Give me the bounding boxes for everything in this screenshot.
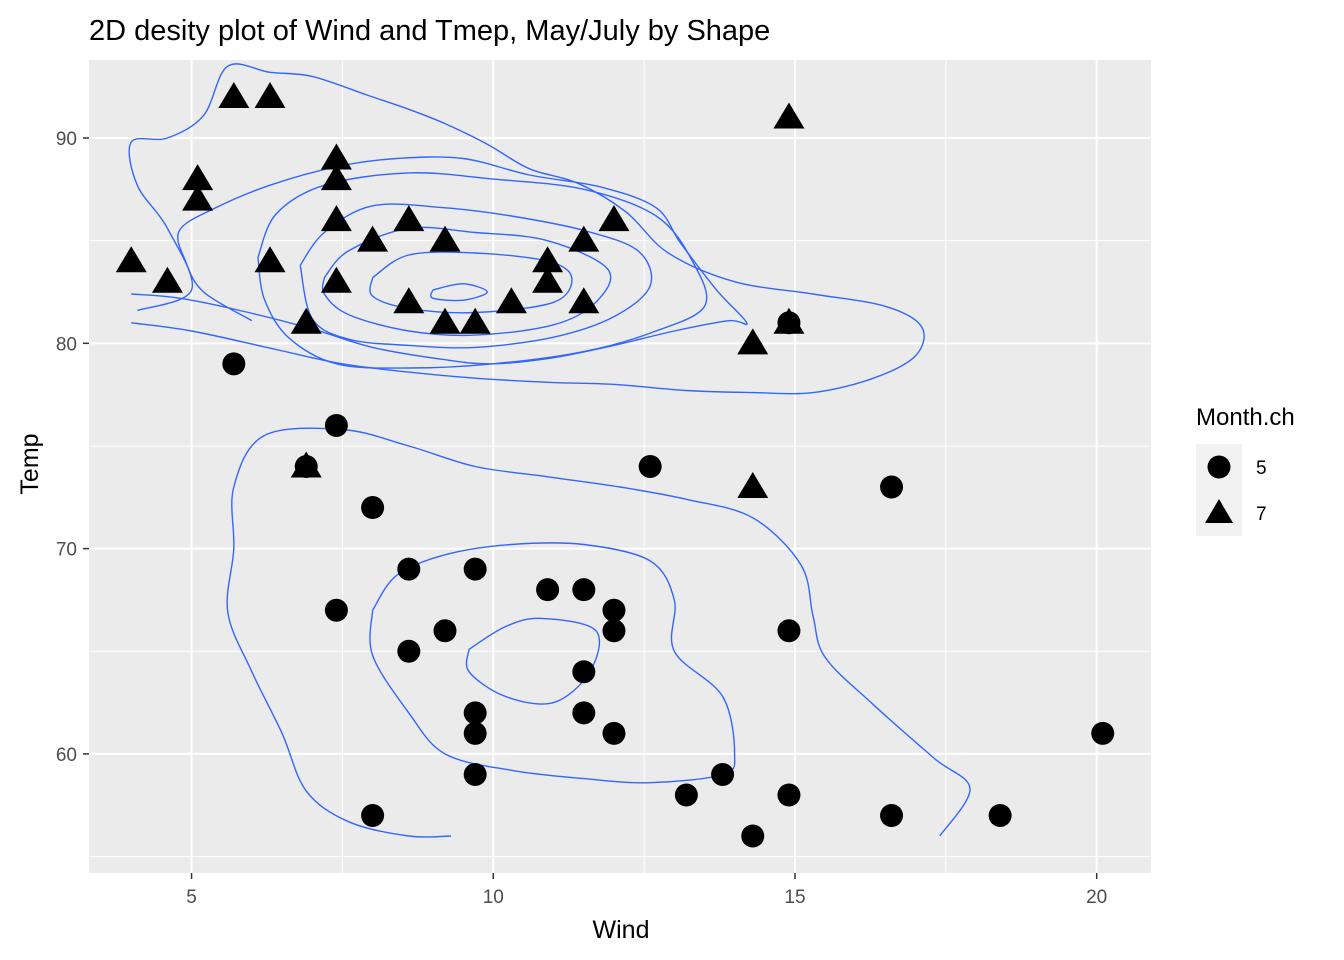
data-point-circle: [324, 598, 348, 622]
data-point-circle: [602, 619, 626, 643]
data-point-circle: [361, 496, 385, 520]
data-point-circle: [463, 557, 487, 581]
data-point-circle: [602, 721, 626, 745]
data-point-circle: [674, 783, 698, 807]
data-point-triangle: [459, 307, 491, 334]
data-point-triangle: [218, 81, 250, 108]
data-point-circle: [880, 475, 904, 499]
density-contour-line: [430, 283, 489, 302]
data-point-triangle: [320, 143, 352, 170]
data-point-triangle: [495, 287, 527, 314]
data-point-circle: [777, 619, 801, 643]
data-point-circle: [463, 721, 487, 745]
data-point-triangle: [737, 328, 769, 355]
data-point-triangle: [254, 81, 286, 108]
data-point-circle: [572, 660, 596, 684]
data-point-triangle: [598, 205, 630, 232]
legend-circle-icon: [1207, 455, 1231, 479]
y-axis-title: Temp: [16, 433, 44, 494]
x-tick-label: 20: [1086, 887, 1107, 908]
data-point-circle: [433, 619, 457, 643]
data-point-triangle: [737, 472, 769, 499]
data-point-triangle: [182, 184, 214, 211]
data-point-circle: [222, 352, 246, 376]
data-point-circle: [988, 804, 1012, 828]
data-point-circle: [880, 804, 904, 828]
data-point-circle: [602, 598, 626, 622]
data-point-triangle: [773, 102, 805, 129]
data-point-triangle: [151, 266, 183, 293]
data-point-triangle: [290, 307, 322, 334]
data-point-triangle: [320, 266, 352, 293]
y-tick-label: 80: [56, 334, 77, 355]
data-point-circle: [463, 762, 487, 786]
data-point-triangle: [357, 225, 389, 252]
data-points: [115, 81, 1115, 848]
density-contours: [128, 63, 971, 838]
legend-label-7: 7: [1256, 504, 1267, 525]
data-point-triangle: [320, 164, 352, 191]
data-point-triangle: [568, 225, 600, 252]
legend: Month.ch 5 7: [1196, 404, 1295, 536]
data-point-triangle: [773, 307, 805, 334]
density-contour-line: [128, 63, 925, 395]
x-tick-label: 10: [483, 887, 504, 908]
density-contour-line: [131, 156, 748, 365]
data-point-triangle: [115, 246, 147, 273]
data-point-triangle: [182, 164, 214, 191]
data-point-triangle: [393, 287, 425, 314]
data-point-triangle: [254, 246, 286, 273]
y-tick-label: 70: [56, 540, 77, 561]
y-tick-label: 90: [56, 129, 77, 150]
data-point-circle: [1091, 721, 1115, 745]
density-contour-line: [369, 251, 573, 314]
data-point-circle: [397, 557, 421, 581]
data-point-triangle: [568, 287, 600, 314]
density-contour-line: [226, 427, 971, 838]
x-axis-ticks: 5 10 15 20: [186, 873, 1107, 908]
data-point-circle: [324, 413, 348, 437]
data-point-circle: [711, 762, 735, 786]
data-point-triangle: [393, 205, 425, 232]
data-point-circle: [536, 578, 560, 602]
data-point-triangle: [429, 307, 461, 334]
data-point-triangle: [320, 205, 352, 232]
data-point-triangle: [290, 451, 322, 478]
legend-label-5: 5: [1256, 458, 1267, 479]
legend-title: Month.ch: [1196, 404, 1295, 431]
density-contour-line: [369, 542, 736, 784]
density-contour-line: [299, 203, 653, 349]
data-point-circle: [741, 824, 765, 848]
data-point-circle: [572, 578, 596, 602]
data-point-circle: [638, 455, 662, 478]
legend-triangle-icon: [1205, 499, 1233, 523]
x-tick-label: 5: [186, 887, 197, 908]
density-contour-line: [257, 172, 708, 369]
data-point-circle: [397, 639, 421, 663]
plot-panel: [89, 60, 1151, 873]
x-axis-title: Wind: [593, 916, 650, 944]
data-point-triangle: [532, 246, 564, 273]
y-tick-label: 60: [56, 745, 77, 766]
x-tick-label: 15: [784, 887, 805, 908]
data-point-circle: [777, 783, 801, 807]
data-point-circle: [572, 701, 596, 725]
data-point-triangle: [429, 225, 461, 252]
data-point-circle: [361, 804, 385, 828]
y-axis-ticks: 60 70 80 90: [56, 129, 89, 766]
data-point-circle: [463, 701, 487, 725]
chart-title: 2D desity plot of Wind and Tmep, May/Jul…: [89, 15, 770, 47]
data-point-triangle: [532, 266, 564, 293]
